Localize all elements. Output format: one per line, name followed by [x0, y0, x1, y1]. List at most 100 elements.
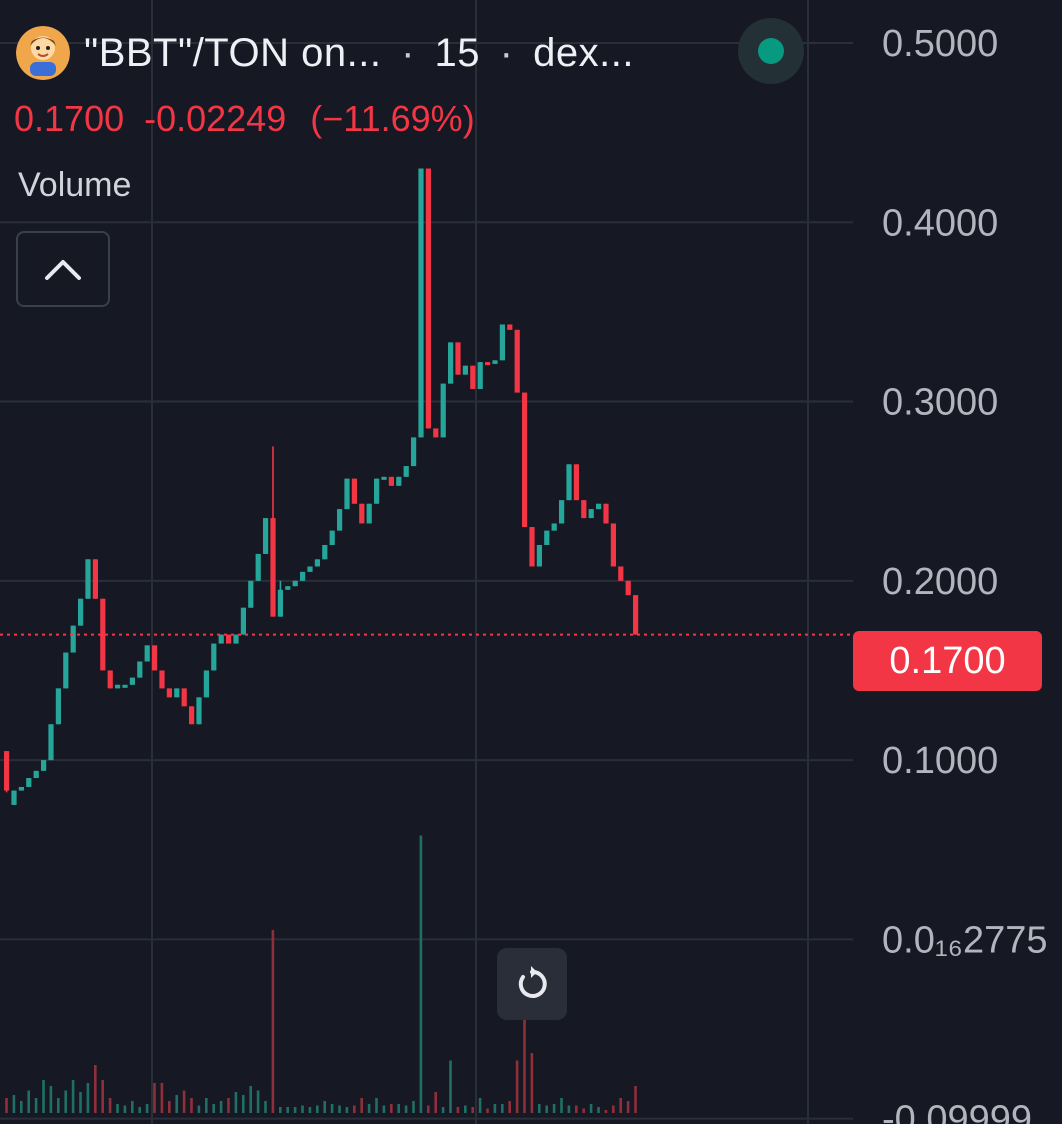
collapse-legend-button[interactable]	[16, 231, 110, 307]
volume-bar	[612, 1105, 615, 1113]
candle	[462, 365, 468, 375]
candlestick-series	[4, 168, 639, 805]
candle-body	[263, 518, 269, 554]
volume-bar	[330, 1104, 334, 1113]
candle-body	[129, 677, 135, 685]
volume-bar	[57, 1098, 60, 1113]
interval-label: 15	[434, 30, 481, 75]
candle	[85, 559, 91, 599]
candle	[63, 652, 69, 689]
candle-body	[536, 544, 542, 567]
candle	[633, 595, 639, 635]
candle-body	[337, 509, 343, 531]
volume-bar	[367, 1104, 371, 1113]
token-logo-icon[interactable]	[16, 26, 70, 80]
reset-chart-button[interactable]	[497, 948, 567, 1020]
candle-body	[499, 324, 505, 361]
candle	[144, 645, 150, 662]
volume-bar	[412, 1101, 415, 1113]
candle-body	[514, 329, 520, 393]
candle-body	[388, 476, 394, 486]
volume-bar	[353, 1105, 356, 1113]
candle	[240, 607, 246, 635]
candle-body	[270, 518, 276, 617]
candle	[78, 598, 84, 626]
candle	[285, 586, 291, 590]
volume-bar	[338, 1105, 341, 1113]
volume-bar	[227, 1098, 230, 1113]
candle-body	[440, 383, 446, 438]
candle-body	[26, 778, 32, 787]
candle	[499, 324, 505, 361]
volume-bar	[145, 1104, 149, 1113]
candle-body	[322, 544, 328, 560]
candle	[166, 688, 172, 698]
candle	[337, 509, 343, 531]
candle	[159, 670, 165, 689]
volume-bar	[567, 1105, 571, 1113]
volume-bar	[168, 1101, 171, 1113]
candle-body	[63, 652, 69, 689]
candle-body	[477, 362, 483, 390]
volume-bar	[360, 1098, 363, 1113]
volume-bar	[375, 1098, 378, 1113]
volume-bar	[404, 1105, 408, 1113]
volume-bar	[190, 1098, 193, 1113]
candle	[329, 530, 335, 545]
volume-bar	[382, 1105, 386, 1113]
candle-body	[381, 476, 387, 480]
volume-bar	[626, 1101, 630, 1113]
candle-body	[307, 566, 313, 572]
candle-body	[351, 478, 357, 504]
candle-body	[218, 634, 224, 644]
candle-body	[292, 580, 298, 587]
volume-bar	[123, 1105, 127, 1113]
volume-bar	[175, 1095, 178, 1113]
candle	[588, 509, 594, 519]
candle	[196, 697, 202, 725]
chart-title[interactable]: "BBT"/TON on... · 15 · dex...	[84, 30, 634, 75]
candle-body	[522, 392, 528, 528]
candle	[137, 661, 143, 678]
candle-body	[122, 684, 128, 688]
candle-body	[300, 571, 306, 581]
candle-body	[285, 586, 291, 590]
candle	[522, 392, 528, 528]
candle-body	[85, 559, 91, 599]
price-legend: 0.1700 -0.02249 (−11.69%)	[14, 98, 475, 140]
y-tick-label: 0.2000	[882, 561, 998, 603]
candle	[203, 670, 209, 698]
candle	[536, 544, 542, 567]
volume-bar	[242, 1095, 245, 1113]
candle	[270, 446, 276, 617]
candle-body	[11, 790, 17, 805]
candle	[440, 383, 446, 438]
market-status-indicator[interactable]	[738, 18, 804, 84]
volume-bar	[560, 1098, 563, 1113]
volume-indicator-label[interactable]: Volume	[18, 166, 132, 204]
volume-bar	[34, 1098, 38, 1113]
y-tick-label: -0.09999	[882, 1099, 1032, 1124]
volume-bar	[153, 1083, 156, 1113]
volume-bar	[456, 1107, 460, 1113]
volume-bar	[552, 1104, 556, 1113]
candle-body	[107, 670, 113, 689]
volume-bar	[434, 1092, 437, 1113]
candle	[181, 688, 187, 707]
volume-bar	[471, 1107, 474, 1113]
candle	[351, 478, 357, 504]
candle-body	[455, 342, 461, 375]
volume-bar	[234, 1092, 238, 1113]
volume-bar	[249, 1086, 252, 1113]
candle-body	[411, 437, 417, 467]
candle	[603, 503, 609, 524]
candle	[477, 362, 483, 390]
candle-body	[625, 580, 631, 596]
candle	[226, 634, 232, 644]
candle-body	[396, 476, 402, 486]
y-tick-label: 0.1000	[882, 740, 998, 782]
volume-bar	[49, 1086, 53, 1113]
candle	[374, 478, 380, 504]
candle-body	[573, 464, 579, 501]
